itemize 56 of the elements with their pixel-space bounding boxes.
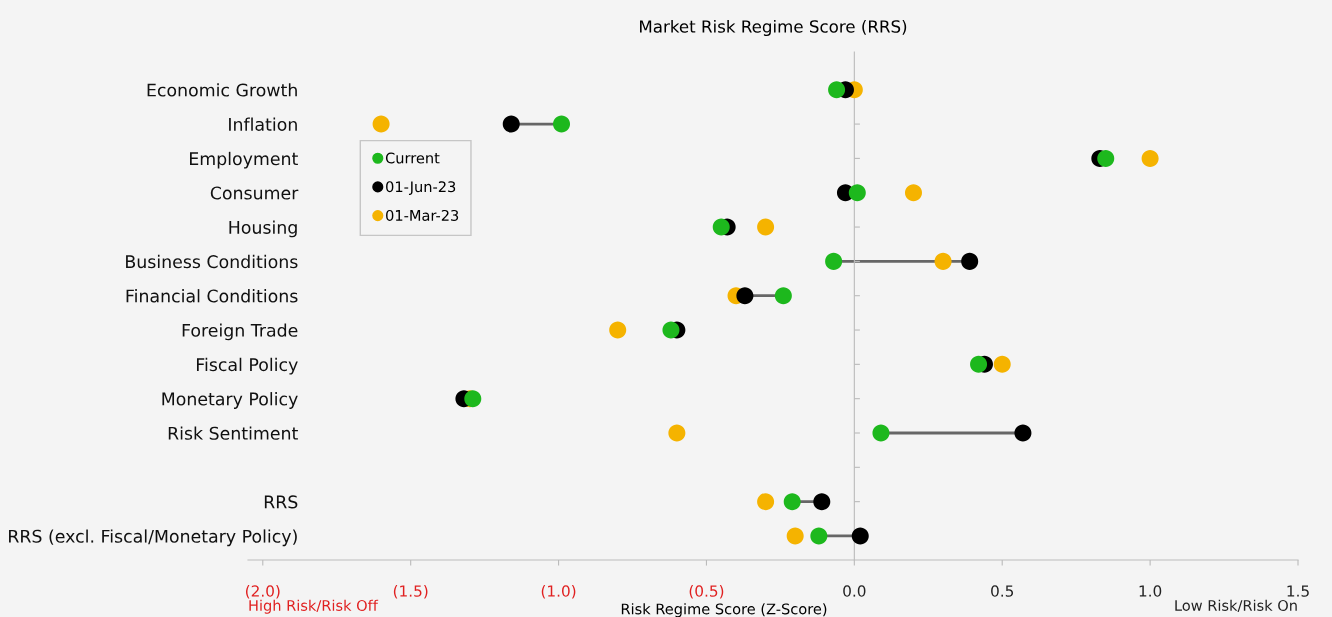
legend-label: Current: [385, 152, 440, 164]
point: [783, 493, 801, 511]
point: [609, 321, 627, 339]
point: [828, 81, 846, 99]
point: [372, 115, 390, 133]
point: [662, 321, 680, 339]
chart-title: Market Risk Regime Score (RRS): [640, 19, 907, 37]
point: [774, 287, 792, 305]
x-tick-label: 1.0: [1139, 585, 1162, 597]
y-tick-label: Fiscal Policy: [196, 357, 298, 375]
point: [813, 493, 831, 511]
y-tick-label: RRS: [264, 495, 298, 509]
y-tick-label: Risk Sentiment: [168, 426, 298, 440]
y-tick-label: Housing: [229, 220, 297, 238]
point: [553, 115, 571, 133]
point: [757, 493, 775, 511]
point: [851, 527, 869, 545]
x-tick-label: (1.5): [393, 585, 428, 599]
x-tick-label: (1.0): [541, 585, 576, 599]
point: [1097, 149, 1115, 167]
point: [904, 184, 922, 202]
x-axis-title: Risk Regime Score (Z-Score): [621, 603, 827, 617]
text: Low Risk/Risk On: [1175, 599, 1297, 613]
legend-label: 01-Jun-23: [386, 181, 456, 195]
text: High Risk/Risk Off: [249, 599, 379, 614]
point: [1014, 424, 1032, 442]
y-tick-label: Foreign Trade: [182, 323, 298, 341]
point: [810, 527, 828, 545]
y-tick-label: Financial Conditions: [126, 289, 298, 303]
point: [993, 355, 1011, 373]
point: [848, 184, 866, 202]
y-tick-label: RRS (excl. Fiscal/Monetary Policy): [9, 529, 297, 547]
y-tick-label: Employment: [190, 151, 298, 169]
point: [934, 252, 952, 270]
point: [668, 424, 686, 442]
point: [757, 218, 775, 236]
point: [712, 218, 730, 236]
y-tick-label: Business Conditions: [126, 254, 298, 269]
x-tick-label: (0.5): [689, 585, 724, 599]
y-tick-label: Inflation: [229, 117, 297, 131]
point: [502, 115, 520, 133]
point: [1141, 149, 1159, 167]
x-tick-label: (2.0): [245, 585, 280, 599]
y-tick-label: Economic Growth: [147, 83, 297, 97]
y-tick-label: Monetary Policy: [162, 392, 298, 409]
y-tick-label: Consumer: [210, 186, 299, 200]
point: [970, 355, 988, 373]
point: [786, 527, 804, 545]
point: [961, 252, 979, 270]
point: [736, 287, 754, 305]
point: [825, 252, 843, 270]
legend-label: 01-Mar-23: [386, 209, 459, 221]
x-tick-label: 0.0: [843, 585, 866, 597]
x-tick-label: 1.5: [1287, 585, 1309, 597]
point: [872, 424, 890, 442]
x-tick-label: 0.5: [991, 585, 1014, 597]
